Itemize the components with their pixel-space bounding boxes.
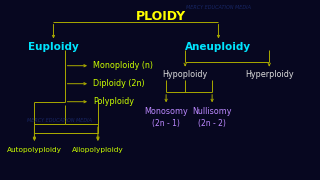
Text: MERCY EDUCATION MEDIA: MERCY EDUCATION MEDIA (186, 5, 251, 10)
Text: MERCY EDUCATION MEDIA: MERCY EDUCATION MEDIA (27, 118, 92, 123)
Text: Autopolyploidy: Autopolyploidy (7, 147, 62, 153)
Text: Hyperploidy: Hyperploidy (245, 70, 293, 79)
Text: Polyploidy: Polyploidy (93, 97, 134, 106)
Text: Aneuploidy: Aneuploidy (185, 42, 252, 52)
Text: Hypoploidy: Hypoploidy (163, 70, 208, 79)
Text: (2n - 1): (2n - 1) (152, 119, 180, 128)
Text: Diploidy (2n): Diploidy (2n) (93, 79, 145, 88)
Text: Allopolyploidy: Allopolyploidy (72, 147, 124, 153)
Text: PLOIDY: PLOIDY (136, 10, 187, 23)
Text: Nullisomy: Nullisomy (192, 107, 232, 116)
Text: Monoploidy (n): Monoploidy (n) (93, 61, 153, 70)
Text: Monosomy: Monosomy (144, 107, 188, 116)
Text: (2n - 2): (2n - 2) (198, 119, 226, 128)
Text: Euploidy: Euploidy (28, 42, 79, 52)
